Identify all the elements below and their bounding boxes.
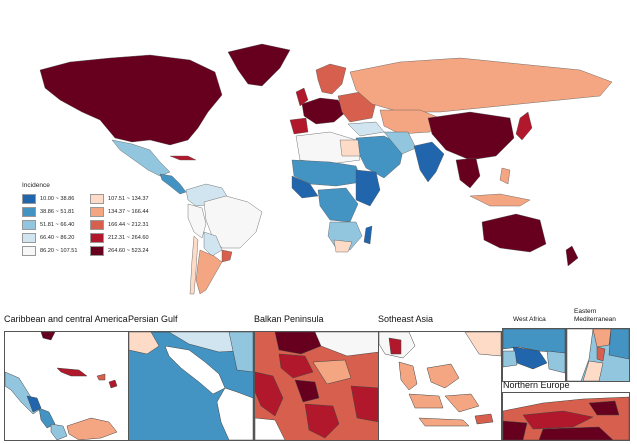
legend-item: 51.81 ~ 66.40 — [22, 220, 74, 230]
region-scandinavia — [315, 63, 347, 95]
region-uruguay — [221, 249, 233, 263]
legend-swatch — [90, 194, 104, 204]
legend-label: 86.20 ~ 107.51 — [40, 248, 78, 254]
legend-label: 51.81 ~ 66.40 — [40, 222, 75, 228]
region-indonesia — [469, 193, 531, 207]
legend-label: 134.37 ~ 166.44 — [108, 209, 149, 215]
inset-title-west-africa: West Africa — [513, 316, 546, 323]
region-western-europe — [301, 97, 347, 125]
legend-swatch — [22, 194, 36, 204]
region-philippines — [499, 167, 511, 185]
inset-title-balkan: Balkan Peninsula — [254, 314, 324, 324]
legend-item: 66.40 ~ 86.20 — [22, 233, 74, 243]
region-uk — [295, 87, 309, 107]
legend-item: 107.51 ~ 134.37 — [90, 194, 149, 204]
region-sahel — [291, 159, 363, 187]
legend-item: 86.20 ~ 107.51 — [22, 246, 77, 256]
legend-swatch — [22, 207, 36, 217]
legend-label: 212.31 ~ 264.60 — [108, 235, 149, 241]
inset-title-caribbean: Caribbean and central America — [4, 314, 128, 324]
region-mexico — [111, 139, 171, 177]
inset-northern-europe — [502, 392, 630, 441]
legend-swatch — [22, 246, 36, 256]
world-map — [39, 43, 613, 295]
legend-swatch — [90, 246, 104, 256]
region-cuba — [169, 155, 197, 161]
inset-southeast-asia — [378, 331, 502, 441]
region-russia — [349, 57, 613, 113]
legend-swatch — [90, 220, 104, 230]
inset-persian-gulf — [128, 331, 254, 441]
legend-label: 107.51 ~ 134.37 — [108, 196, 149, 202]
region-brazil — [203, 195, 263, 249]
legend-item: 134.37 ~ 166.44 — [90, 207, 149, 217]
inset-eastern-med — [566, 328, 630, 382]
inset-title-northern-europe: Northern Europe — [503, 380, 570, 390]
region-argentina — [195, 249, 223, 295]
region-central-africa — [317, 187, 359, 223]
region-australia — [481, 213, 547, 253]
region-peru — [187, 203, 207, 239]
region-central-america — [159, 173, 187, 195]
region-chile — [189, 235, 199, 295]
region-central-asia — [379, 109, 441, 135]
region-west-africa — [291, 175, 319, 199]
region-north-america — [39, 54, 223, 146]
legend-title: Incidence — [22, 182, 50, 189]
legend-item: 264.60 ~ 523.24 — [90, 246, 149, 256]
legend-swatch — [90, 233, 104, 243]
legend-label: 10.00 ~ 38.86 — [40, 196, 75, 202]
region-turkey — [347, 121, 385, 137]
legend-label: 38.86 ~ 51.81 — [40, 209, 75, 215]
inset-title-eastern-med-line2: Mediterranean — [574, 316, 616, 323]
legend-swatch — [22, 220, 36, 230]
region-india — [413, 141, 445, 183]
legend: Incidence 10.00 ~ 38.86 38.86 ~ 51.81 51.8… — [22, 182, 182, 264]
region-china — [427, 111, 515, 161]
legend-item: 38.86 ~ 51.81 — [22, 207, 74, 217]
region-east-africa — [355, 169, 381, 207]
legend-item: 10.00 ~ 38.86 — [22, 194, 74, 204]
inset-title-eastern-med-line1: Eastern — [574, 308, 597, 315]
region-greenland — [227, 43, 291, 87]
inset-west-africa — [502, 328, 566, 382]
region-bolivia-paraguay — [203, 231, 223, 257]
inset-title-southeast-asia: Sotheast Asia — [378, 314, 434, 324]
legend-item: 212.31 ~ 264.60 — [90, 233, 149, 243]
inset-balkan — [254, 331, 380, 441]
legend-label: 66.40 ~ 86.20 — [40, 235, 75, 241]
region-indochina — [455, 157, 481, 189]
legend-label: 264.60 ~ 523.24 — [108, 248, 149, 254]
legend-swatch — [90, 207, 104, 217]
region-japan — [515, 111, 533, 141]
region-egypt — [339, 139, 361, 157]
inset-title-persian-gulf: Persian Gulf — [128, 314, 178, 324]
inset-caribbean — [4, 331, 130, 441]
region-iberia — [289, 117, 309, 135]
region-new-zealand — [565, 245, 579, 267]
legend-swatch — [22, 233, 36, 243]
region-madagascar — [363, 225, 373, 245]
legend-item: 166.44 ~ 212.31 — [90, 220, 149, 230]
legend-label: 166.44 ~ 212.31 — [108, 222, 149, 228]
region-south-africa — [333, 239, 353, 253]
